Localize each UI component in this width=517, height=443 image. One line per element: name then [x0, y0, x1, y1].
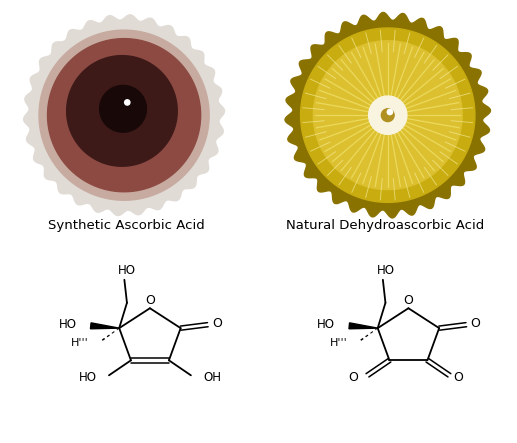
Text: O: O: [212, 317, 222, 330]
Text: HO: HO: [118, 264, 136, 276]
Polygon shape: [48, 39, 201, 192]
Circle shape: [125, 100, 130, 105]
Polygon shape: [285, 12, 491, 218]
Text: H''': H''': [71, 338, 89, 348]
Polygon shape: [313, 41, 462, 190]
Text: HO: HO: [317, 318, 335, 331]
Text: H''': H''': [330, 338, 347, 348]
Polygon shape: [300, 28, 475, 202]
Polygon shape: [67, 56, 177, 166]
Text: HO: HO: [376, 264, 394, 276]
Polygon shape: [100, 85, 146, 132]
Polygon shape: [349, 323, 378, 329]
Text: Natural Dehydroascorbic Acid: Natural Dehydroascorbic Acid: [286, 219, 484, 232]
Text: O: O: [145, 294, 155, 307]
Text: HO: HO: [58, 318, 77, 331]
Polygon shape: [39, 30, 209, 200]
Polygon shape: [24, 15, 224, 216]
Text: O: O: [348, 371, 358, 384]
Circle shape: [387, 109, 392, 115]
Text: Synthetic Ascorbic Acid: Synthetic Ascorbic Acid: [48, 219, 205, 232]
Text: O: O: [403, 294, 414, 307]
Text: HO: HO: [79, 371, 97, 384]
Circle shape: [369, 96, 407, 134]
Text: OH: OH: [203, 371, 221, 384]
Text: O: O: [453, 371, 463, 384]
Polygon shape: [90, 323, 119, 329]
Text: O: O: [470, 317, 480, 330]
Circle shape: [382, 109, 394, 121]
